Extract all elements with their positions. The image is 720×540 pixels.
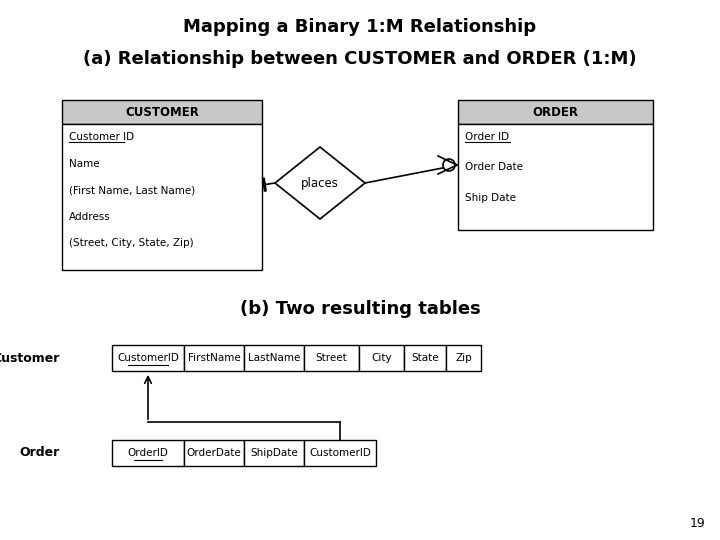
Bar: [404, 345, 446, 371]
Text: Address: Address: [69, 212, 111, 221]
Text: State: State: [411, 353, 438, 363]
Text: Order: Order: [19, 447, 60, 460]
Text: Customer ID: Customer ID: [69, 132, 134, 142]
Text: ORDER: ORDER: [533, 105, 578, 118]
Text: CustomerID: CustomerID: [117, 353, 179, 363]
Text: (b) Two resulting tables: (b) Two resulting tables: [240, 300, 480, 318]
Text: Name: Name: [69, 159, 99, 168]
Text: FirstName: FirstName: [188, 353, 240, 363]
Text: ShipDate: ShipDate: [250, 448, 298, 458]
Text: Order ID: Order ID: [465, 132, 509, 142]
Text: (a) Relationship between CUSTOMER and ORDER (1:M): (a) Relationship between CUSTOMER and OR…: [84, 50, 636, 68]
Text: Order Date: Order Date: [465, 163, 523, 172]
Circle shape: [443, 159, 455, 171]
Text: LastName: LastName: [248, 353, 300, 363]
Bar: [304, 440, 376, 466]
Text: CUSTOMER: CUSTOMER: [125, 105, 199, 118]
Text: places: places: [301, 177, 339, 190]
Text: Ship Date: Ship Date: [465, 193, 516, 202]
Text: CustomerID: CustomerID: [309, 448, 371, 458]
Bar: [62, 124, 262, 270]
Bar: [446, 345, 481, 371]
Text: (First Name, Last Name): (First Name, Last Name): [69, 185, 195, 195]
Bar: [112, 440, 184, 466]
Text: OrderID: OrderID: [127, 448, 168, 458]
Text: Customer: Customer: [0, 352, 60, 365]
Text: Mapping a Binary 1:M Relationship: Mapping a Binary 1:M Relationship: [184, 18, 536, 36]
Bar: [244, 345, 304, 371]
Bar: [184, 345, 244, 371]
Bar: [184, 440, 244, 466]
Bar: [458, 100, 653, 124]
Text: OrderDate: OrderDate: [186, 448, 241, 458]
Text: City: City: [372, 353, 392, 363]
Bar: [304, 345, 359, 371]
Bar: [244, 440, 304, 466]
Polygon shape: [275, 147, 365, 219]
Bar: [112, 345, 184, 371]
Bar: [62, 100, 262, 124]
Text: (Street, City, State, Zip): (Street, City, State, Zip): [69, 238, 194, 248]
Bar: [359, 345, 404, 371]
Text: Zip: Zip: [455, 353, 472, 363]
Bar: [458, 124, 653, 230]
Text: Street: Street: [315, 353, 347, 363]
Text: 19: 19: [689, 517, 705, 530]
